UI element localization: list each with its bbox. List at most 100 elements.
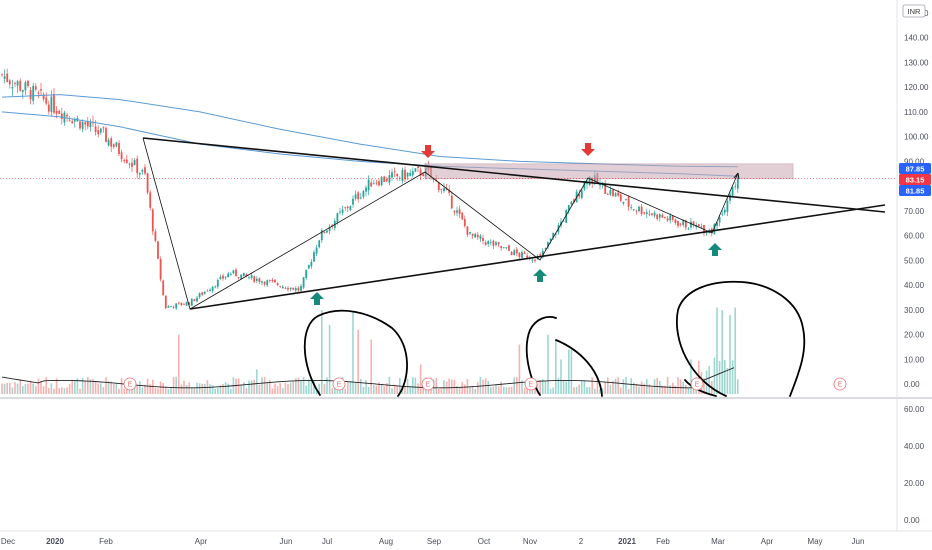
candle-body: [73, 119, 76, 122]
volume-bar: [575, 386, 578, 394]
candle-body: [315, 247, 318, 254]
candle-body: [448, 189, 451, 194]
volume-bar: [344, 388, 346, 394]
volume-bar: [305, 385, 307, 394]
volume-bar: [664, 385, 666, 394]
volume-bar: [640, 381, 643, 394]
volume-bar: [453, 379, 456, 394]
time-axis[interactable]: Dec 2020 Feb Apr Jun Jul Aug Sep Oct Nov 2 2021 Feb M…: [1, 537, 865, 546]
candle-body: [84, 122, 87, 125]
candle-body: [500, 246, 503, 249]
candle-body: [162, 280, 165, 296]
time-tick-label: 2: [579, 537, 584, 546]
volume-bar: [542, 379, 544, 394]
volume-bar: [677, 377, 679, 394]
price-tick-label: 30.00: [904, 306, 925, 315]
currency-label[interactable]: INR: [902, 4, 926, 18]
volume-bar: [466, 379, 469, 394]
volume-bar: [656, 377, 658, 394]
candle-body: [627, 196, 630, 207]
volume-bar: [596, 379, 599, 394]
volume-bar: [149, 384, 151, 394]
candle-body: [274, 279, 276, 283]
candle-body: [612, 189, 614, 197]
volume-bar: [661, 385, 664, 394]
price-tick-label: 70.00: [904, 207, 925, 216]
volume-bar: [323, 384, 326, 394]
candle-body: [229, 273, 232, 275]
volume-bar: [557, 377, 560, 394]
volume-bar: [497, 386, 500, 394]
volume-bar: [94, 381, 97, 394]
candle-body: [723, 209, 726, 213]
candle-body: [40, 89, 42, 91]
candle-body: [622, 201, 625, 204]
volume-bar: [562, 380, 565, 394]
candle-body: [240, 274, 243, 280]
candle-body: [383, 176, 386, 182]
candle-body: [125, 159, 128, 164]
price-axis[interactable]: 0.00 10.00 20.00 30.00 40.00 50.00 60.00 70.00 8…: [899, 9, 931, 389]
price-tick-label: 50.00: [904, 256, 925, 265]
time-tick-label: Jun: [852, 537, 865, 546]
indicator-pane[interactable]: [0, 400, 897, 530]
volume-bar: [222, 383, 224, 394]
candle-body: [352, 198, 354, 205]
candle-body: [175, 303, 178, 309]
candle-body: [237, 277, 240, 278]
volume-bar: [84, 380, 86, 394]
candle-body: [58, 110, 61, 114]
volume-bar: [1, 383, 3, 394]
volume-bar: [243, 382, 245, 394]
candle-body: [370, 182, 373, 187]
volume-bar: [414, 377, 417, 394]
volume-bar: [633, 382, 635, 394]
volume-bar: [659, 381, 661, 394]
down-arrow-icon: [421, 145, 435, 158]
volume-bar: [591, 377, 593, 394]
price-pane[interactable]: [0, 0, 897, 396]
candle-body: [183, 303, 185, 305]
volume-bar: [380, 384, 383, 394]
volume-bar: [534, 386, 536, 394]
volume-bar: [362, 386, 365, 394]
volume-bar: [214, 388, 216, 394]
volume-bar: [300, 380, 302, 394]
candle-body: [471, 233, 474, 236]
volume-bar: [71, 379, 73, 394]
candle-body: [671, 215, 674, 220]
volume-bar: [458, 387, 461, 394]
earnings-marker-icon: [421, 377, 435, 391]
time-tick-label: Nov: [523, 537, 537, 546]
candle-body: [131, 162, 133, 167]
candle-body: [518, 252, 521, 258]
indicator-tick-label: 0.00: [904, 516, 920, 525]
candle-body: [609, 189, 612, 195]
earnings-marker-label: E: [695, 382, 700, 389]
candle-body: [141, 170, 144, 172]
candle-body: [154, 231, 157, 241]
candlesticks: [1, 68, 739, 311]
indicator-axis[interactable]: 0.00 20.00 40.00 60.00: [904, 405, 925, 525]
candle-body: [466, 226, 469, 235]
volume-bar: [422, 385, 424, 394]
candle-body: [419, 169, 422, 176]
volume-bar: [68, 384, 71, 394]
volume-bar: [539, 380, 541, 394]
price-tick-label: 120.00: [904, 83, 929, 92]
candle-body: [144, 167, 146, 174]
candle-body: [224, 276, 227, 278]
volume-bar: [115, 383, 118, 394]
volume-bar: [185, 385, 188, 394]
candle-body: [648, 214, 651, 215]
candle-body: [736, 175, 739, 189]
volume-bar: [440, 388, 443, 394]
candle-body: [482, 237, 484, 242]
candle-body: [177, 302, 180, 304]
volume-bar: [570, 349, 573, 394]
earnings-marker-icon: [833, 377, 847, 391]
candle-body: [276, 283, 279, 286]
candle-body: [79, 121, 81, 129]
candle-body: [11, 87, 14, 89]
